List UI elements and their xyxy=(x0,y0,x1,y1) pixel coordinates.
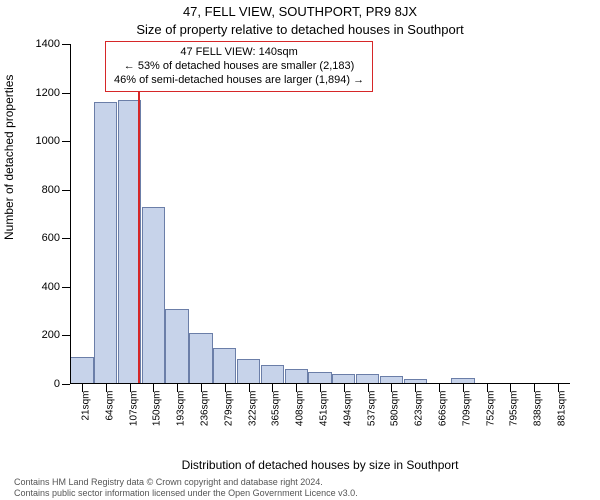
x-tick-label: 881sqm xyxy=(557,391,568,427)
annot-line-1: 47 FELL VIEW: 140sqm xyxy=(114,46,364,60)
x-tick-label: 279sqm xyxy=(223,391,234,427)
x-tick-label: 795sqm xyxy=(509,391,520,427)
y-tick xyxy=(62,141,70,142)
y-tick xyxy=(62,93,70,94)
x-tick-label: 494sqm xyxy=(342,391,353,427)
plot-border xyxy=(70,44,570,384)
y-axis-label: Number of detached properties xyxy=(2,75,16,240)
y-tick-label: 200 xyxy=(20,329,60,341)
y-tick xyxy=(62,287,70,288)
y-tick xyxy=(62,238,70,239)
x-tick-label: 537sqm xyxy=(366,391,377,427)
x-tick-label: 752sqm xyxy=(485,391,496,427)
y-tick xyxy=(62,190,70,191)
x-tick-label: 193sqm xyxy=(176,391,187,427)
annot-line-3: 46% of semi-detached houses are larger (… xyxy=(114,74,364,88)
x-tick-label: 580sqm xyxy=(390,391,401,427)
footer-text: Contains HM Land Registry data © Crown c… xyxy=(14,477,358,498)
y-tick-label: 1400 xyxy=(20,38,60,50)
x-tick-label: 838sqm xyxy=(533,391,544,427)
x-tick-label: 666sqm xyxy=(438,391,449,427)
x-tick-label: 150sqm xyxy=(152,391,163,427)
x-tick-label: 365sqm xyxy=(271,391,282,427)
y-tick-label: 600 xyxy=(20,232,60,244)
y-tick-label: 400 xyxy=(20,281,60,293)
x-tick-label: 322sqm xyxy=(247,391,258,427)
x-tick-label: 623sqm xyxy=(414,391,425,427)
y-tick xyxy=(62,384,70,385)
x-tick-label: 451sqm xyxy=(319,391,330,427)
y-tick-label: 0 xyxy=(20,378,60,390)
x-tick-label: 21sqm xyxy=(80,391,91,421)
y-tick xyxy=(62,335,70,336)
x-tick-label: 408sqm xyxy=(295,391,306,427)
y-tick-label: 1000 xyxy=(20,135,60,147)
annot-line-2: ← 53% of detached houses are smaller (2,… xyxy=(114,60,364,74)
y-tick-label: 1200 xyxy=(20,87,60,99)
x-tick-label: 236sqm xyxy=(199,391,210,427)
plot-area: 0200400600800100012001400 21sqm64sqm107s… xyxy=(70,44,570,384)
x-tick-label: 107sqm xyxy=(128,391,139,427)
y-tick xyxy=(62,44,70,45)
x-tick-label: 64sqm xyxy=(104,391,115,421)
x-tick-label: 709sqm xyxy=(461,391,472,427)
x-axis-label: Distribution of detached houses by size … xyxy=(70,458,570,472)
y-tick-label: 800 xyxy=(20,184,60,196)
chart-subtitle: Size of property relative to detached ho… xyxy=(0,22,600,37)
chart-title: 47, FELL VIEW, SOUTHPORT, PR9 8JX xyxy=(0,4,600,19)
marker-annotation: 47 FELL VIEW: 140sqm ← 53% of detached h… xyxy=(105,41,373,92)
